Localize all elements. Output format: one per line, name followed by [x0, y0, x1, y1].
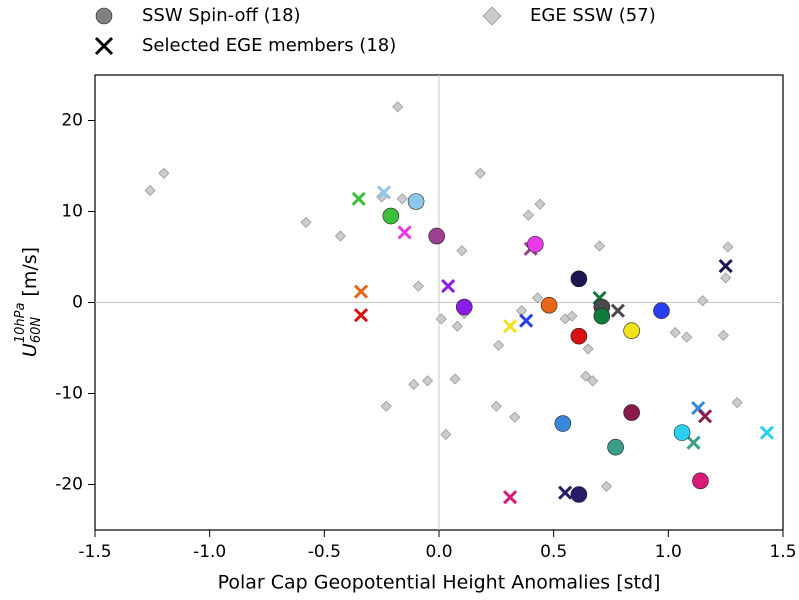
circle-point [455, 298, 473, 316]
cross-point [610, 303, 625, 318]
x-tick-label: -0.5 [308, 542, 341, 562]
diamond-point [722, 241, 734, 253]
diamond-point [449, 373, 461, 385]
diamond-point [144, 185, 156, 197]
diamond-point [158, 167, 170, 179]
cross-point [397, 225, 412, 240]
y-label-sub: 60N [29, 317, 44, 344]
circle-point [570, 327, 588, 345]
cross-point [697, 409, 713, 424]
y-tick-label: 20 [61, 111, 83, 131]
diamond-point [593, 240, 606, 252]
legend-marker [482, 6, 502, 26]
x-tick-label: -1.0 [193, 542, 226, 562]
diamond-point [681, 331, 693, 343]
x-tick-label: 0.5 [540, 542, 567, 562]
y-label-sup: 10hPa [13, 303, 28, 344]
diamond-point [509, 411, 521, 423]
y-tick-label: 0 [72, 293, 83, 313]
diamond-point [474, 167, 486, 179]
circle-point [428, 227, 446, 245]
legend-marker [94, 36, 114, 56]
circle-point [623, 322, 640, 340]
circle-point [527, 235, 544, 253]
x-tick-label: 1.5 [769, 542, 796, 562]
y-axis-label: U60N10hPa [m/s] [13, 247, 44, 357]
circle-point [593, 307, 611, 325]
diamond-point [300, 216, 312, 228]
y-label-unit: [m/s] [19, 247, 41, 297]
circle-point [540, 296, 558, 314]
legend-label: EGE SSW (57) [530, 5, 656, 26]
diamond-point [566, 310, 578, 322]
cross-point [718, 259, 733, 274]
cross-point [558, 485, 573, 500]
circle-point [382, 207, 400, 225]
legend-label: Selected EGE members (18) [142, 35, 396, 56]
circle-point [554, 415, 572, 432]
diamond-point [408, 378, 420, 390]
legend-marker [95, 7, 113, 25]
x-axis-label: Polar Cap Geopotential Height Anomalies … [218, 572, 661, 594]
cross-point [759, 425, 775, 440]
circle-point [653, 302, 670, 319]
diamond-point [600, 480, 612, 492]
cross-point [503, 490, 518, 505]
diamond-point [717, 329, 729, 341]
cross-point [519, 313, 534, 328]
x-tick-label: 0.0 [425, 542, 452, 562]
circle-point [607, 438, 624, 456]
cross-point [503, 319, 518, 334]
diamond-point [396, 193, 408, 205]
x-tick-label: 1.0 [655, 542, 682, 562]
diamond-point [522, 209, 535, 221]
diamond-point [580, 370, 592, 382]
cross-point [353, 308, 369, 323]
diamond-point [731, 397, 743, 409]
diamond-point [587, 375, 599, 387]
circle-point [623, 404, 640, 421]
diamond-point [697, 295, 709, 307]
cross-point [351, 191, 366, 206]
diamond-point [582, 343, 594, 355]
legend-label: SSW Spin-off (18) [142, 5, 301, 26]
circle-point [570, 270, 588, 288]
y-label-base: U [19, 343, 41, 357]
diamond-point [451, 320, 463, 332]
cross-point [376, 185, 392, 200]
circle-point [692, 472, 709, 490]
diamond-point [669, 326, 681, 339]
diamond-point [412, 280, 424, 292]
cross-point [353, 284, 369, 299]
x-tick-label: -1.5 [78, 542, 111, 562]
circle-point [673, 424, 691, 441]
diamond-point [380, 400, 392, 412]
y-tick-label: -10 [55, 384, 83, 404]
diamond-point [720, 272, 732, 284]
diamond-point [392, 101, 404, 113]
diamond-point [456, 245, 468, 257]
diamond-point [334, 230, 346, 242]
diamond-point [493, 339, 505, 351]
diamond-point [490, 400, 502, 412]
cross-point [686, 435, 701, 450]
diamond-point [435, 313, 447, 325]
circle-point [407, 193, 425, 210]
diamond-point [534, 198, 546, 210]
circle-point [570, 486, 588, 503]
y-tick-label: -20 [55, 475, 83, 495]
diamond-point [532, 292, 544, 304]
diamond-point [421, 375, 434, 387]
diamond-point [440, 428, 452, 441]
cross-point [441, 279, 456, 294]
y-tick-label: 10 [61, 202, 83, 222]
